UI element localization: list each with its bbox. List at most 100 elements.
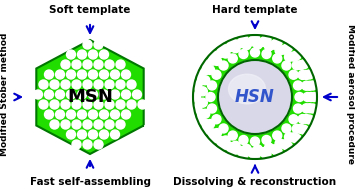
- Circle shape: [83, 60, 92, 69]
- Circle shape: [295, 92, 304, 101]
- Circle shape: [201, 76, 210, 85]
- Circle shape: [202, 120, 211, 129]
- Circle shape: [61, 60, 70, 69]
- Circle shape: [310, 92, 318, 101]
- Circle shape: [262, 150, 271, 159]
- Circle shape: [219, 124, 228, 133]
- Circle shape: [298, 70, 307, 79]
- Circle shape: [88, 70, 98, 79]
- Circle shape: [273, 147, 282, 156]
- Circle shape: [83, 40, 92, 49]
- Circle shape: [110, 110, 120, 119]
- Circle shape: [302, 81, 311, 90]
- Circle shape: [292, 134, 301, 143]
- Circle shape: [251, 33, 260, 43]
- Circle shape: [208, 81, 217, 90]
- Circle shape: [253, 145, 262, 154]
- Circle shape: [303, 92, 312, 101]
- Circle shape: [191, 92, 201, 101]
- Circle shape: [300, 60, 308, 69]
- Circle shape: [66, 130, 76, 139]
- Circle shape: [273, 54, 282, 63]
- Circle shape: [66, 90, 76, 99]
- Circle shape: [253, 40, 262, 49]
- Circle shape: [99, 90, 109, 99]
- Text: Hard template: Hard template: [212, 5, 298, 15]
- Circle shape: [206, 92, 215, 101]
- Circle shape: [212, 70, 221, 79]
- Circle shape: [218, 43, 227, 52]
- Circle shape: [77, 50, 87, 59]
- Circle shape: [105, 80, 114, 89]
- Circle shape: [280, 140, 289, 149]
- Circle shape: [116, 120, 125, 129]
- Circle shape: [39, 100, 48, 109]
- Text: Soft template: Soft template: [49, 5, 131, 15]
- Circle shape: [212, 115, 221, 124]
- Circle shape: [208, 129, 217, 138]
- Circle shape: [296, 61, 305, 70]
- Circle shape: [72, 100, 81, 109]
- Circle shape: [221, 136, 230, 145]
- Circle shape: [198, 98, 207, 107]
- Circle shape: [275, 46, 284, 55]
- Circle shape: [217, 48, 225, 57]
- Circle shape: [193, 35, 317, 159]
- Circle shape: [294, 81, 302, 90]
- Circle shape: [94, 140, 103, 149]
- Circle shape: [262, 35, 271, 44]
- Circle shape: [305, 70, 314, 79]
- Circle shape: [198, 87, 207, 96]
- Circle shape: [88, 50, 98, 59]
- Text: Modified aerosol procedure: Modified aerosol procedure: [345, 25, 355, 164]
- Circle shape: [44, 70, 54, 79]
- Circle shape: [284, 132, 294, 142]
- Circle shape: [72, 80, 81, 89]
- Circle shape: [121, 70, 131, 79]
- Circle shape: [201, 60, 211, 69]
- Circle shape: [280, 45, 289, 54]
- Circle shape: [289, 115, 298, 124]
- Circle shape: [88, 110, 98, 119]
- Circle shape: [39, 80, 48, 89]
- Circle shape: [270, 145, 279, 154]
- Circle shape: [226, 143, 235, 152]
- Circle shape: [201, 125, 211, 134]
- Circle shape: [218, 142, 227, 151]
- Circle shape: [283, 142, 292, 151]
- Circle shape: [282, 61, 291, 70]
- Circle shape: [99, 50, 109, 59]
- Circle shape: [105, 120, 114, 129]
- Circle shape: [193, 81, 202, 90]
- Circle shape: [83, 120, 92, 129]
- Circle shape: [50, 80, 59, 89]
- Circle shape: [236, 39, 246, 47]
- Circle shape: [206, 65, 214, 74]
- Circle shape: [305, 104, 314, 113]
- Circle shape: [99, 130, 109, 139]
- Circle shape: [239, 35, 248, 44]
- Circle shape: [50, 100, 59, 109]
- Circle shape: [209, 134, 218, 143]
- Circle shape: [212, 56, 222, 65]
- Circle shape: [289, 52, 298, 61]
- Circle shape: [61, 80, 70, 89]
- Circle shape: [206, 120, 214, 129]
- Circle shape: [83, 140, 92, 149]
- Circle shape: [296, 124, 305, 133]
- Circle shape: [248, 148, 257, 157]
- Circle shape: [212, 129, 222, 138]
- Circle shape: [239, 136, 248, 144]
- Text: MSN: MSN: [67, 88, 113, 106]
- Circle shape: [217, 137, 225, 146]
- Circle shape: [66, 50, 76, 59]
- Circle shape: [284, 53, 294, 61]
- Text: Modified Stöber method: Modified Stöber method: [0, 33, 10, 156]
- Circle shape: [99, 110, 109, 119]
- Circle shape: [302, 104, 311, 113]
- Circle shape: [262, 50, 271, 59]
- Circle shape: [292, 124, 301, 133]
- Circle shape: [289, 70, 298, 79]
- Circle shape: [306, 92, 315, 101]
- Circle shape: [196, 115, 205, 124]
